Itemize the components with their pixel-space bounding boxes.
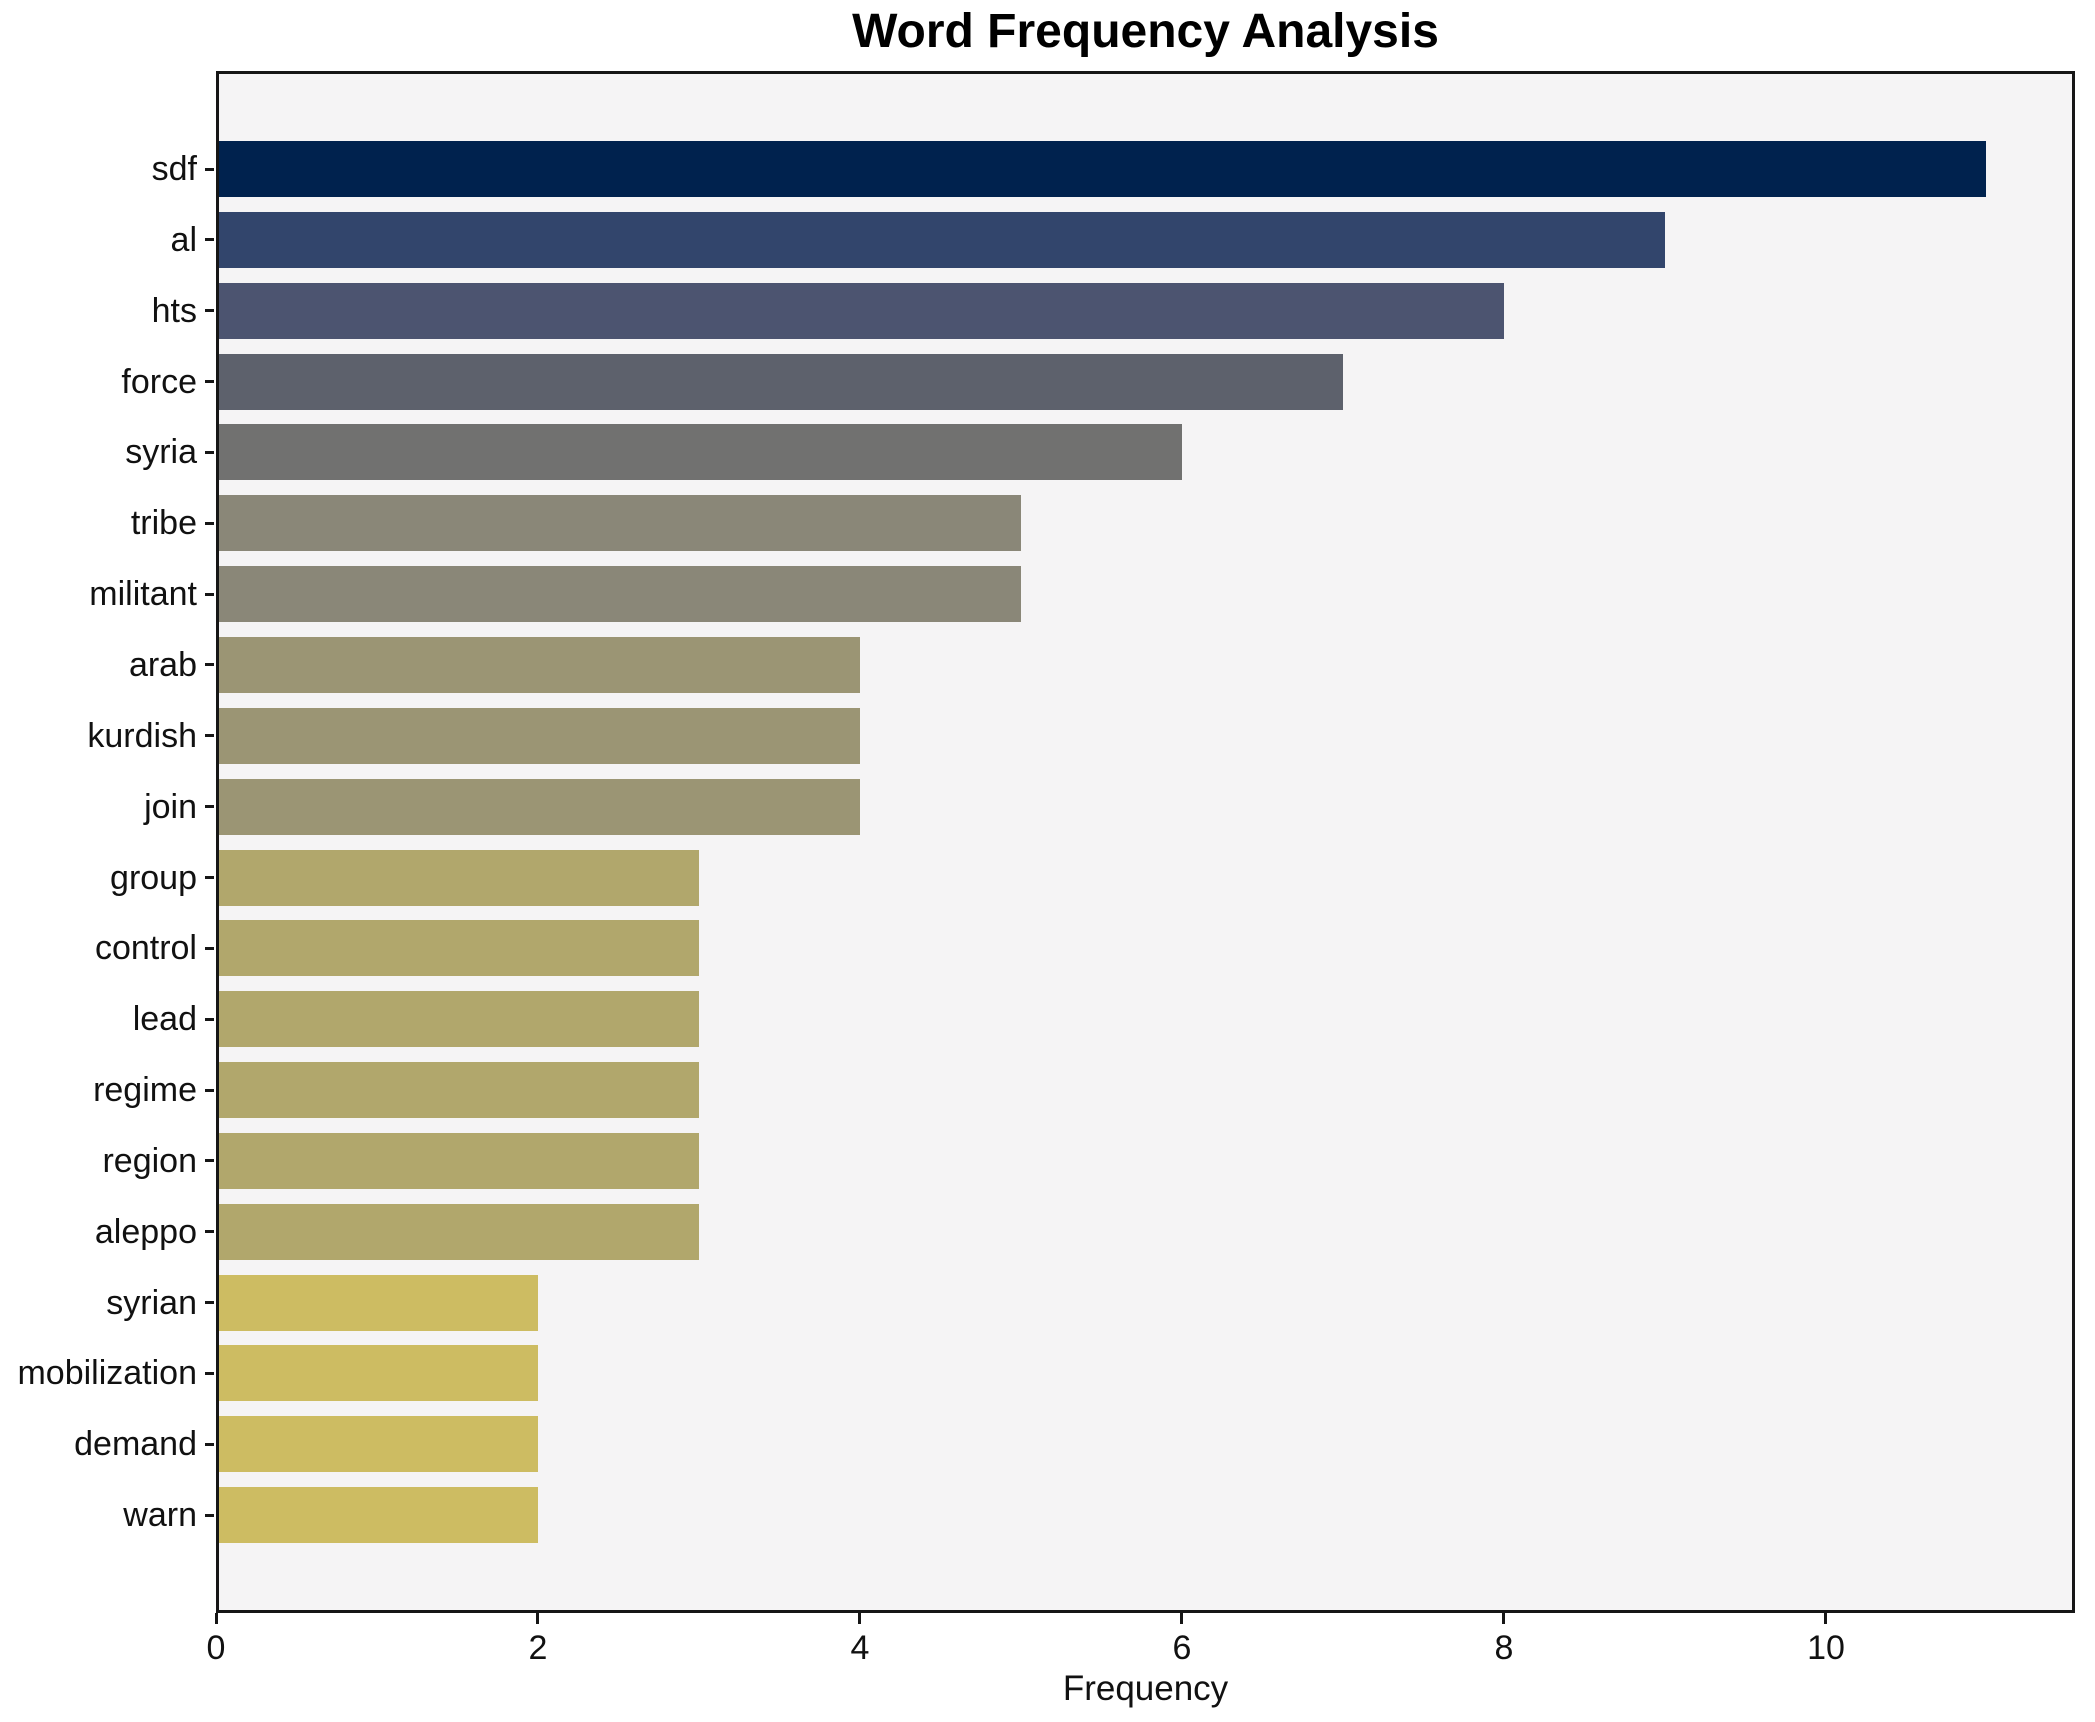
y-tick-mark-kurdish — [205, 734, 214, 737]
x-tick-label-2: 2 — [528, 1629, 548, 1667]
y-tick-label-mobilization: mobilization — [17, 1354, 197, 1392]
y-tick-label-demand: demand — [74, 1425, 197, 1463]
x-tick-label-8: 8 — [1494, 1629, 1514, 1667]
bar-region — [219, 1133, 699, 1189]
chart-title: Word Frequency Analysis — [852, 5, 1439, 58]
y-tick-label-sdf: sdf — [151, 150, 197, 188]
bar-al — [219, 212, 1665, 268]
y-tick-mark-aleppo — [205, 1230, 214, 1233]
y-tick-label-join: join — [144, 788, 197, 826]
bar-control — [219, 920, 699, 976]
y-tick-mark-militant — [205, 593, 214, 596]
y-tick-mark-tribe — [205, 522, 214, 525]
y-tick-label-force: force — [121, 363, 197, 401]
y-tick-mark-syria — [205, 451, 214, 454]
x-tick-mark-0 — [215, 1613, 218, 1624]
x-tick-label-0: 0 — [206, 1629, 226, 1667]
x-tick-mark-8 — [1502, 1613, 1505, 1624]
bar-hts — [219, 283, 1504, 339]
x-tick-mark-4 — [858, 1613, 861, 1624]
y-tick-mark-join — [205, 805, 214, 808]
y-tick-mark-control — [205, 947, 214, 950]
y-tick-label-kurdish: kurdish — [87, 717, 197, 755]
y-tick-label-control: control — [94, 929, 197, 967]
y-tick-mark-syrian — [205, 1301, 214, 1304]
bar-regime — [219, 1062, 699, 1118]
x-tick-mark-10 — [1824, 1613, 1827, 1624]
bar-join — [219, 779, 860, 835]
x-tick-label-6: 6 — [1172, 1629, 1192, 1667]
x-tick-mark-6 — [1180, 1613, 1183, 1624]
y-tick-mark-warn — [205, 1514, 214, 1517]
y-tick-label-syrian: syrian — [106, 1284, 197, 1322]
y-tick-label-regime: regime — [93, 1071, 197, 1109]
y-tick-label-lead: lead — [132, 1000, 197, 1038]
y-tick-mark-force — [205, 380, 214, 383]
y-tick-label-militant: militant — [89, 575, 197, 613]
y-tick-mark-group — [205, 876, 214, 879]
y-tick-mark-arab — [205, 663, 214, 666]
x-tick-label-4: 4 — [850, 1629, 870, 1667]
bar-syria — [219, 424, 1182, 480]
bar-syrian — [219, 1275, 538, 1331]
y-tick-mark-mobilization — [205, 1372, 214, 1375]
bar-mobilization — [219, 1345, 538, 1401]
bar-group — [219, 850, 699, 906]
x-tick-mark-2 — [536, 1613, 539, 1624]
y-tick-label-warn: warn — [123, 1496, 197, 1534]
bar-arab — [219, 637, 860, 693]
bar-demand — [219, 1416, 538, 1472]
y-tick-label-hts: hts — [151, 292, 197, 330]
y-tick-mark-regime — [205, 1089, 214, 1092]
y-tick-label-al: al — [170, 221, 197, 259]
bar-tribe — [219, 495, 1021, 551]
y-tick-label-arab: arab — [128, 646, 197, 684]
y-tick-mark-region — [205, 1159, 214, 1162]
y-tick-mark-demand — [205, 1443, 214, 1446]
bar-sdf — [219, 141, 1986, 197]
y-tick-label-aleppo: aleppo — [94, 1213, 197, 1251]
y-tick-mark-hts — [205, 309, 214, 312]
bar-lead — [219, 991, 699, 1047]
bar-warn — [219, 1487, 538, 1543]
y-tick-mark-al — [205, 238, 214, 241]
bar-force — [219, 354, 1343, 410]
bar-aleppo — [219, 1204, 699, 1260]
y-tick-mark-sdf — [205, 168, 214, 171]
y-tick-label-region: region — [102, 1142, 197, 1180]
bar-kurdish — [219, 708, 860, 764]
x-axis-label: Frequency — [1062, 1669, 1229, 1708]
y-tick-label-tribe: tribe — [130, 504, 197, 542]
y-tick-label-group: group — [110, 859, 197, 897]
y-tick-mark-lead — [205, 1018, 214, 1021]
y-tick-label-syria: syria — [125, 433, 197, 471]
x-tick-label-10: 10 — [1807, 1629, 1845, 1667]
bar-militant — [219, 566, 1021, 622]
